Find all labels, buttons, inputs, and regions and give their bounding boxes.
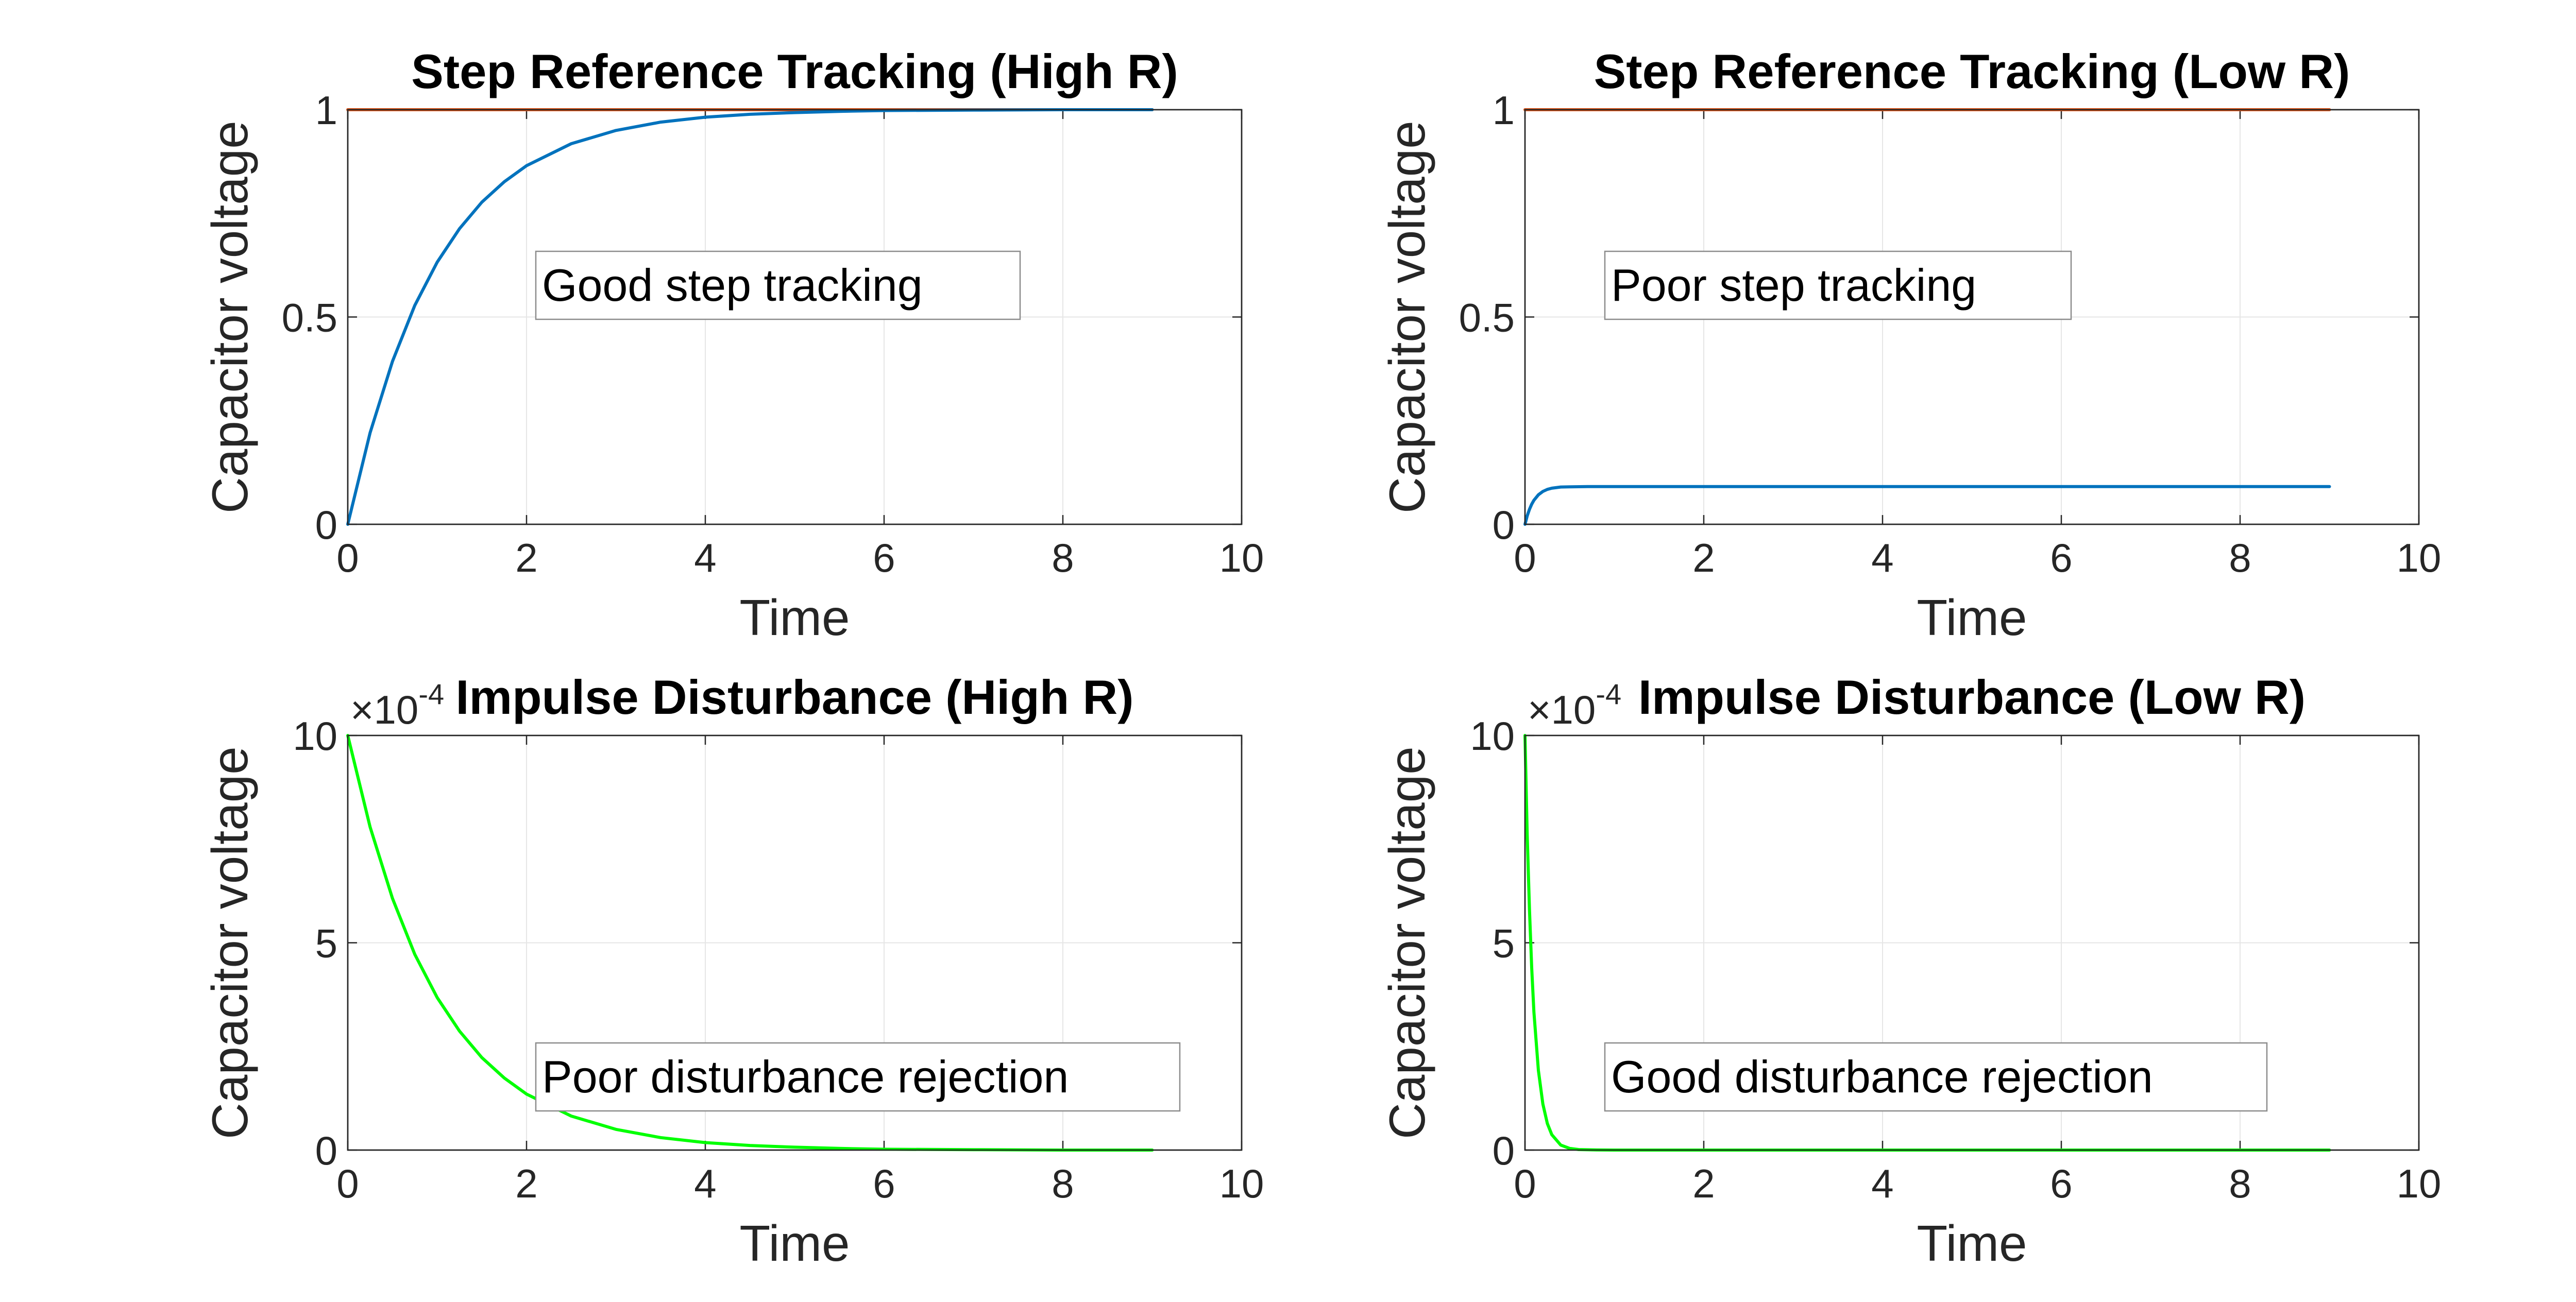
y-tick-label-0: 0 [1493,502,1515,547]
chart-title: Impulse Disturbance (High R) [455,670,1133,724]
subplot-step-high-r: 0 2 4 6 8 10 0 0.5 1 Good step tracking Step Refer… [201,44,1264,646]
x-tick-label-2: 2 [515,1161,537,1206]
x-tick-label-10: 10 [1219,535,1264,580]
x-tick-label-0: 0 [1514,1161,1536,1206]
x-tick-label-4: 4 [1871,1161,1893,1206]
y-tick-label-5: 5 [315,921,337,966]
annotation-text: Good disturbance rejection [1611,1051,2153,1102]
y-axis-label: Capacitor voltage [1379,746,1435,1139]
y-tick-label-10: 10 [293,713,337,759]
y-exponent-power: -4 [418,678,444,710]
x-tick-label-8: 8 [2229,1161,2251,1206]
y-tick-label-5: 5 [1493,921,1515,966]
x-tick-label-8: 8 [1052,1161,1074,1206]
y-tick-label-0: 0 [315,502,337,547]
x-axis-label: Time [1917,589,2027,646]
y-exponent-power: -4 [1596,678,1621,710]
x-tick-label-10: 10 [2397,1161,2442,1206]
x-tick-label-8: 8 [2229,535,2251,580]
x-tick-label-6: 6 [873,535,895,580]
x-tick-label-4: 4 [694,535,716,580]
x-tick-label-0: 0 [336,1161,359,1206]
chart-title: Step Reference Tracking (High R) [411,44,1178,98]
chart-title: Step Reference Tracking (Low R) [1594,44,2350,98]
x-tick-label-6: 6 [873,1161,895,1206]
y-tick-label-1: 1 [1493,88,1515,133]
annotation-text: Poor disturbance rejection [542,1051,1069,1102]
x-tick-label-2: 2 [1692,535,1715,580]
subplot-impulse-high-r: 0 2 4 6 8 10 0 5 10 Poor disturbance rejection Imp… [201,670,1264,1272]
x-tick-label-4: 4 [694,1161,716,1206]
y-exponent-base: ×10 [1528,687,1596,732]
y-tick-label-0: 0 [315,1128,337,1173]
annotation-text: Good step tracking [542,260,923,311]
annotation: Poor disturbance rejection [536,1043,1180,1111]
y-exponent-label: ×10-4 [1528,678,1621,732]
chart-title: Impulse Disturbance (Low R) [1638,670,2306,724]
y-axis-label: Capacitor voltage [201,746,258,1139]
subplot-impulse-low-r: 0 2 4 6 8 10 0 5 10 Good disturbance rejection Imp… [1379,670,2441,1272]
annotation-text: Poor step tracking [1611,260,1976,311]
y-exponent-base: ×10 [350,687,418,732]
subplot-step-low-r: 0 2 4 6 8 10 0 0.5 1 Poor step tracking Step Refer… [1379,44,2441,646]
x-tick-label-6: 6 [2050,535,2072,580]
y-tick-label-10: 10 [1470,713,1515,759]
y-tick-label-0: 0 [1493,1128,1515,1173]
y-axis-label: Capacitor voltage [201,121,258,513]
x-tick-label-2: 2 [515,535,537,580]
x-axis-label: Time [739,589,850,646]
y-exponent-label: ×10-4 [350,678,444,732]
x-tick-label-4: 4 [1871,535,1893,580]
annotation: Good step tracking [536,251,1020,319]
x-tick-label-0: 0 [336,535,359,580]
x-tick-label-0: 0 [1514,535,1536,580]
x-tick-label-10: 10 [1219,1161,1264,1206]
annotation: Good disturbance rejection [1605,1043,2267,1111]
x-tick-label-6: 6 [2050,1161,2072,1206]
y-tick-label-0-5: 0.5 [1459,295,1515,340]
x-axis-label: Time [1917,1215,2027,1272]
x-tick-label-8: 8 [1052,535,1074,580]
y-tick-label-0-5: 0.5 [282,295,337,340]
x-axis-label: Time [739,1215,850,1272]
annotation: Poor step tracking [1605,251,2071,319]
x-tick-label-10: 10 [2397,535,2442,580]
y-axis-label: Capacitor voltage [1379,121,1435,513]
x-tick-label-2: 2 [1692,1161,1715,1206]
y-tick-label-1: 1 [315,88,337,133]
